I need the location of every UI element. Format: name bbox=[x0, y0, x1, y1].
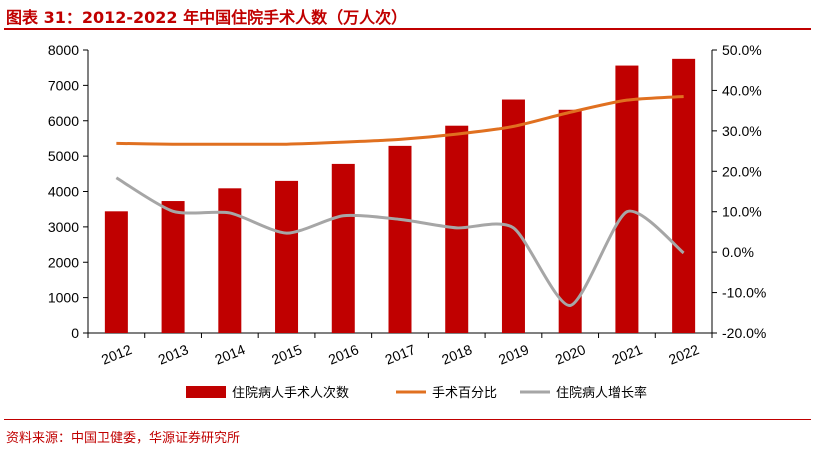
bar bbox=[501, 99, 525, 334]
bar bbox=[161, 201, 185, 333]
right-tick-label: 20.0% bbox=[722, 163, 762, 179]
left-tick-label: 6000 bbox=[48, 113, 79, 129]
axes: 0 1000 2000 3000 4000 5000 6000 7000 8000 -20.0% -… bbox=[48, 42, 767, 368]
left-tick-label: 5000 bbox=[48, 148, 79, 164]
x-tick-label: 2018 bbox=[439, 341, 474, 368]
x-tick-label: 2017 bbox=[383, 341, 418, 368]
bar bbox=[558, 109, 582, 333]
bar bbox=[615, 65, 639, 333]
surgery-pct-line bbox=[116, 94, 684, 146]
legend-swatch-bar bbox=[186, 386, 226, 398]
bar bbox=[104, 211, 128, 333]
legend: 住院病人手术人次数 手术百分比 住院病人增长率 bbox=[186, 385, 647, 401]
x-tick-label: 2019 bbox=[496, 341, 531, 368]
right-tick-label: -20.0% bbox=[722, 325, 766, 341]
x-tick-label: 2014 bbox=[213, 341, 248, 368]
x-tick-label: 2012 bbox=[99, 341, 134, 368]
right-tick-label: 0.0% bbox=[722, 244, 754, 260]
right-tick-label: -10.0% bbox=[722, 285, 766, 301]
right-tick-label: 30.0% bbox=[722, 123, 762, 139]
x-tick-label: 2015 bbox=[269, 341, 304, 368]
left-tick-label: 3000 bbox=[48, 219, 79, 235]
right-tick-label: 50.0% bbox=[722, 42, 762, 58]
bar-series bbox=[104, 58, 696, 334]
source-note: 资料来源：中国卫健委，华源证券研究所 bbox=[6, 431, 241, 446]
legend-label: 住院病人增长率 bbox=[556, 385, 647, 401]
bar bbox=[672, 58, 696, 333]
left-tick-label: 7000 bbox=[48, 77, 79, 93]
left-tick-label: 2000 bbox=[48, 254, 79, 270]
bar bbox=[275, 180, 299, 333]
x-tick-label: 2021 bbox=[610, 341, 645, 368]
left-tick-label: 4000 bbox=[48, 184, 79, 200]
bar bbox=[388, 145, 412, 333]
left-tick-label: 8000 bbox=[48, 42, 79, 58]
x-tick-label: 2013 bbox=[156, 341, 191, 368]
legend-label: 手术百分比 bbox=[432, 386, 497, 401]
chart-title: 图表 31：2012-2022 年中国住院手术人数（万人次） bbox=[6, 8, 408, 27]
legend-label: 住院病人手术人次数 bbox=[232, 385, 349, 401]
x-tick-label: 2022 bbox=[666, 341, 701, 368]
bar bbox=[218, 188, 242, 333]
right-tick-label: 40.0% bbox=[722, 82, 762, 98]
source-divider bbox=[4, 419, 811, 420]
line-series bbox=[115, 94, 685, 308]
growth-rate-line bbox=[115, 176, 685, 308]
right-tick-label: 10.0% bbox=[722, 204, 762, 220]
bar bbox=[331, 163, 355, 333]
left-tick-label: 0 bbox=[71, 325, 79, 341]
left-tick-label: 1000 bbox=[48, 290, 79, 306]
x-tick-label: 2016 bbox=[326, 341, 361, 368]
x-tick-label: 2020 bbox=[553, 341, 588, 368]
title-divider bbox=[4, 28, 811, 30]
